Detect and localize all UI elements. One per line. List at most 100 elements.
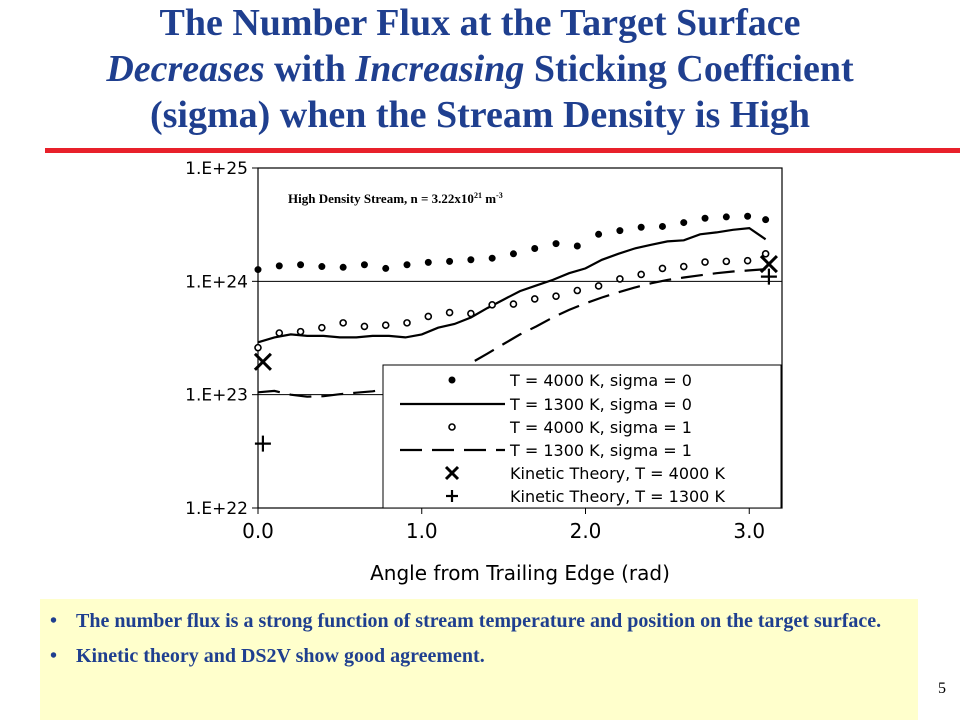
title-word-with: with <box>264 48 356 90</box>
legend-item-5-label: Kinetic Theory, T = 4000 K <box>510 464 725 483</box>
bullet-box: The number flux is a strong function of … <box>40 599 918 720</box>
series-1-point-11 <box>467 256 475 264</box>
series-1-point-6 <box>360 261 368 269</box>
series-1-point-15 <box>552 240 560 248</box>
series-3-point-14 <box>530 295 539 303</box>
series-3-point-5 <box>339 319 347 327</box>
series-5-point-2 <box>759 255 778 274</box>
legend-item-2-label: T = 1300 K, sigma = 0 <box>509 395 692 414</box>
series-1-point-8 <box>403 261 411 269</box>
slide-title: The Number Flux at the Target Surface De… <box>0 0 960 138</box>
legend-item-1-marker <box>448 376 456 384</box>
legend-item-1: T = 4000 K, sigma = 0 <box>448 371 692 390</box>
series-1-point-10 <box>446 257 454 265</box>
legend-item-5: Kinetic Theory, T = 4000 K <box>444 464 725 483</box>
title-line-2: Decreases with Increasing Sticking Coeff… <box>0 46 960 92</box>
series-2 <box>257 226 767 344</box>
x-axis-ticks: 0.0 1.0 2.0 3.0 <box>242 508 765 543</box>
series-3-point-8 <box>403 319 411 327</box>
series-1-point-24 <box>744 212 752 220</box>
x-tick-label-2: 2.0 <box>570 519 602 543</box>
legend-item-6: Kinetic Theory, T = 1300 K <box>446 487 725 506</box>
legend-item-6-label: Kinetic Theory, T = 1300 K <box>510 487 725 506</box>
series-3-point-17 <box>594 282 603 290</box>
series-3-point-4 <box>318 323 326 332</box>
series-1-point-21 <box>680 219 688 227</box>
series-3 <box>254 249 770 352</box>
series-3-point-7 <box>381 321 390 330</box>
series-1-point-22 <box>701 214 709 222</box>
series-1-point-13 <box>509 250 517 258</box>
series-4-line <box>257 268 766 398</box>
density-annotation: High Density Stream, n = 3.22x1021 m-3 <box>288 191 503 206</box>
series-5-point-1 <box>253 352 272 371</box>
title-word-decreases: Decreases <box>106 48 265 90</box>
bullet-item-2: Kinetic theory and DS2V show good agreem… <box>50 643 908 669</box>
legend-item-2: T = 1300 K, sigma = 0 <box>400 395 692 414</box>
series-1-point-17 <box>595 230 603 238</box>
series-3-point-3 <box>296 327 305 336</box>
series-1-point-5 <box>339 263 347 271</box>
series-1-point-14 <box>531 244 539 252</box>
series-1-point-18 <box>616 227 624 235</box>
series-1-point-19 <box>637 223 645 231</box>
legend-item-5-marker-stroke-b <box>444 465 460 481</box>
series-1 <box>254 212 770 274</box>
x-tick-label-3: 3.0 <box>733 519 765 543</box>
title-divider <box>45 148 960 153</box>
y-axis-ticks: 1.E+22 1.E+23 1.E+24 1.E+25 <box>185 159 258 519</box>
series-3-point-2 <box>275 329 284 337</box>
legend-item-3-marker <box>448 423 456 431</box>
y-tick-label-2: 1.E+24 <box>185 272 248 292</box>
legend-item-3: T = 4000 K, sigma = 1 <box>448 418 692 437</box>
chart-legend: T = 4000 K, sigma = 0 T = 1300 K, sigma =… <box>382 364 782 509</box>
bullet-list: The number flux is a strong function of … <box>40 608 918 669</box>
legend-box <box>382 364 782 509</box>
series-1-point-3 <box>297 261 305 269</box>
series-1-point-4 <box>318 263 326 271</box>
series-6 <box>254 268 777 452</box>
title-line-3: (sigma) when the Stream Density is High <box>149 94 811 136</box>
legend-item-4-label: T = 1300 K, sigma = 1 <box>509 441 692 460</box>
series-3-point-12 <box>488 301 496 309</box>
x-tick-label-1: 1.0 <box>406 519 438 543</box>
legend-item-6-marker <box>446 490 458 502</box>
y-tick-label-1: 1.E+23 <box>185 386 248 406</box>
series-3-point-18 <box>616 275 624 283</box>
series-4 <box>257 268 766 398</box>
number-flux-chart: 0.0 1.0 2.0 3.0 1.E+22 1.E+23 1.E+24 1.E+25 Hi… <box>185 159 783 585</box>
title-line-1: The Number Flux at the Target Surface <box>159 2 801 44</box>
legend-item-1-label: T = 4000 K, sigma = 0 <box>509 371 692 390</box>
series-2-line <box>257 226 767 344</box>
series-3-point-24 <box>743 256 752 265</box>
series-3-point-20 <box>658 264 667 273</box>
series-3-point-15 <box>552 292 560 300</box>
series-3-point-9 <box>424 312 433 321</box>
bullet-item-1: The number flux is a strong function of … <box>50 608 908 634</box>
series-3-point-16 <box>573 286 582 295</box>
page-number: 5 <box>938 680 946 697</box>
y-tick-label-3: 1.E+25 <box>185 159 248 179</box>
series-1-point-1 <box>254 266 262 274</box>
y-tick-label-0: 1.E+22 <box>185 499 248 519</box>
legend-item-4: T = 1300 K, sigma = 1 <box>400 441 692 460</box>
series-1-point-2 <box>275 262 283 270</box>
legend-item-3-label: T = 4000 K, sigma = 1 <box>509 418 692 437</box>
series-1-point-23 <box>722 213 730 221</box>
series-5-point-2-stroke-b <box>759 255 778 274</box>
legend-item-5-marker <box>444 465 460 481</box>
title-word-increasing: Increasing <box>355 48 525 90</box>
series-5 <box>253 255 778 371</box>
series-3-point-10 <box>445 308 454 317</box>
series-3-point-25 <box>761 249 770 258</box>
series-3-point-19 <box>637 270 645 279</box>
series-3-point-23 <box>722 257 731 266</box>
series-3-point-22 <box>701 258 709 266</box>
series-6-point-1 <box>254 435 271 452</box>
series-1-point-25 <box>762 216 770 224</box>
series-6-point-2 <box>760 268 777 285</box>
series-1-point-20 <box>658 222 666 230</box>
title-words-sticking-coefficient: Sticking Coefficient <box>524 48 854 90</box>
series-layer <box>253 212 778 452</box>
series-1-point-7 <box>382 264 390 272</box>
